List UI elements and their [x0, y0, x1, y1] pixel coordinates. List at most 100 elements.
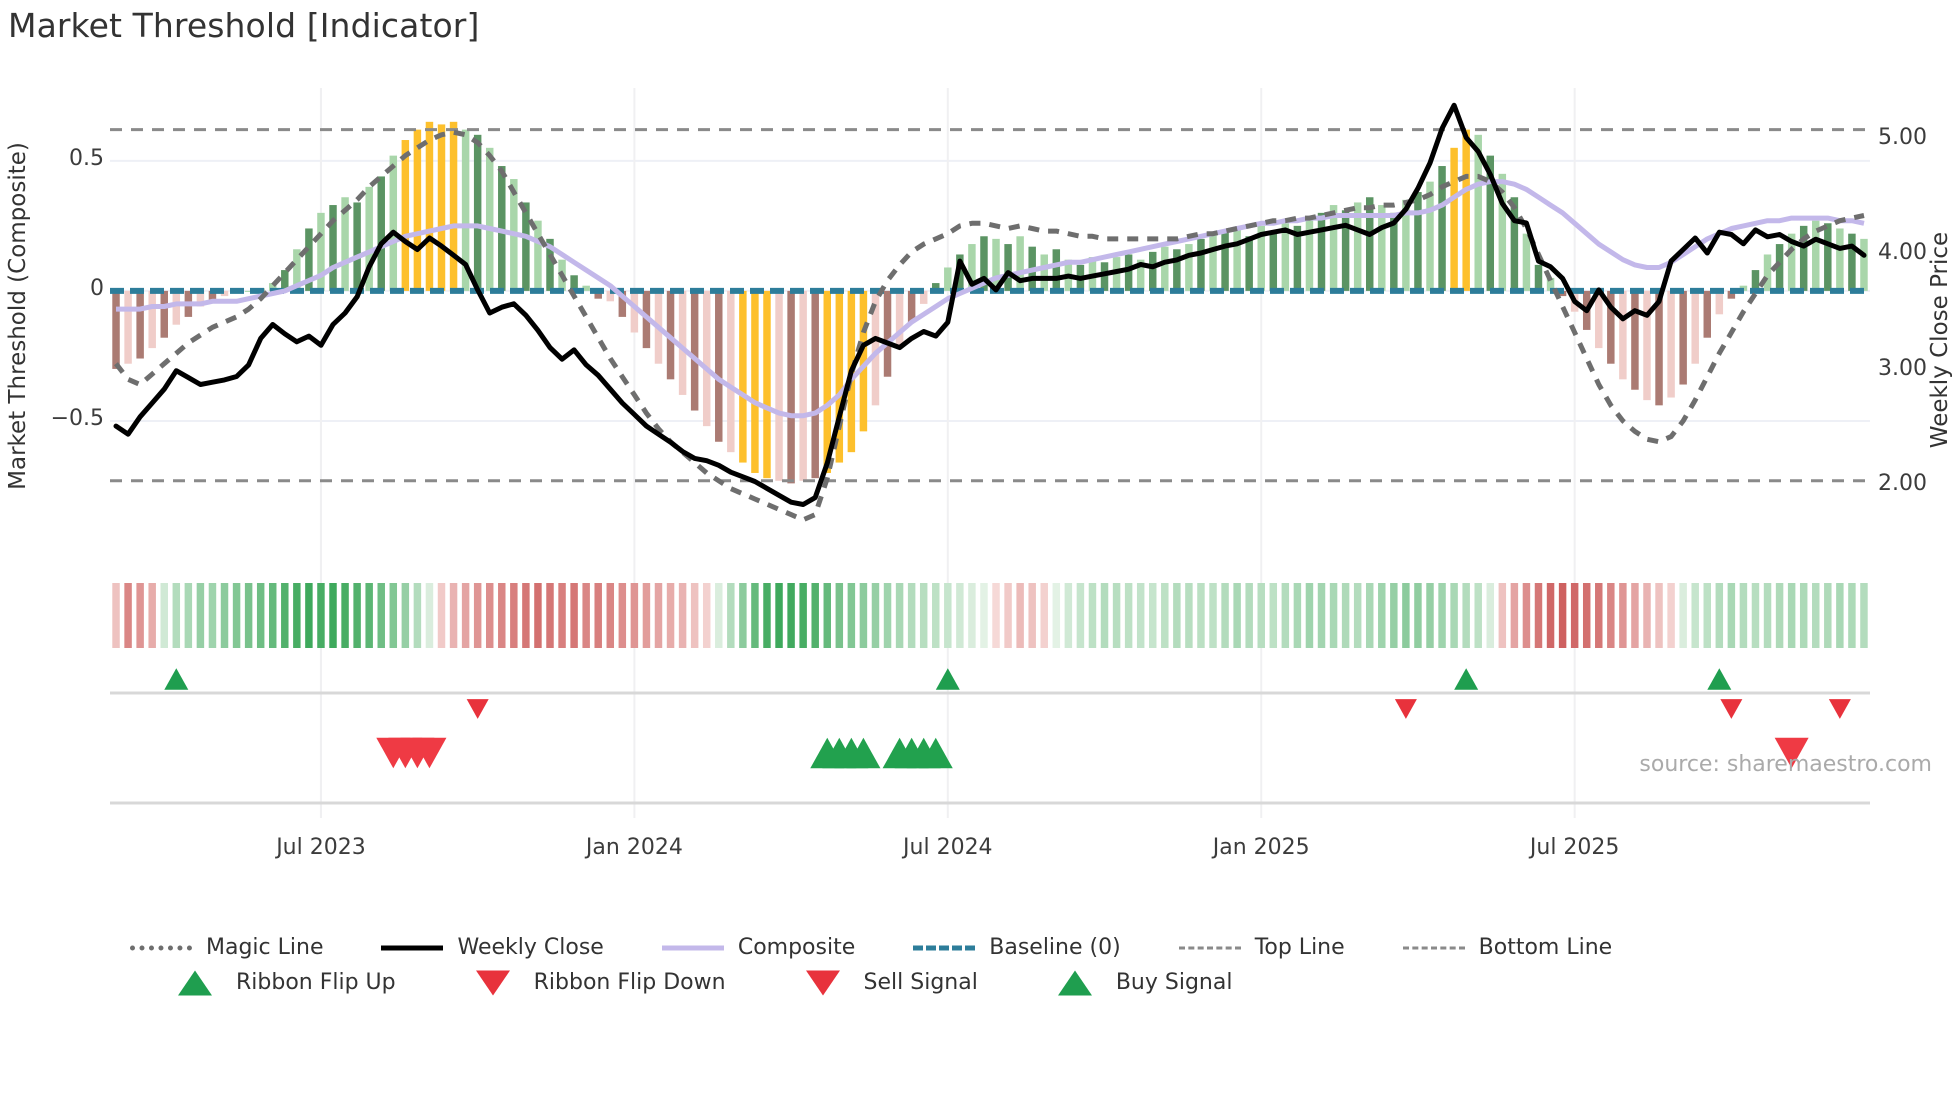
- histogram-bar: [1824, 223, 1832, 291]
- ribbon-cell: [184, 583, 193, 648]
- histogram-bar: [498, 166, 506, 291]
- histogram-bar: [1209, 233, 1217, 291]
- y-tick-right: 3.00: [1878, 355, 1927, 381]
- ribbon-flip-up-marker[interactable]: [164, 668, 189, 690]
- ribbon-cell: [305, 583, 313, 648]
- histogram-bar: [473, 134, 482, 291]
- ribbon-cell: [1703, 583, 1711, 648]
- ribbon-cell: [1197, 583, 1205, 648]
- ribbon-cell: [232, 583, 241, 648]
- ribbon-cell: [1775, 583, 1784, 648]
- histogram-bar: [1305, 218, 1314, 291]
- ribbon-cell: [956, 583, 964, 648]
- histogram-bar: [1402, 199, 1410, 291]
- ribbon-cell: [1546, 583, 1555, 648]
- ribbon-flip-down-marker[interactable]: [1394, 699, 1417, 719]
- histogram-bar: [968, 244, 976, 291]
- histogram-bar: [1799, 225, 1808, 291]
- chart-plot-area[interactable]: [110, 88, 1870, 818]
- ribbon-cell: [389, 583, 398, 648]
- ribbon-flip-down-marker[interactable]: [1720, 699, 1743, 719]
- legend-item[interactable]: Ribbon Flip Up: [160, 970, 396, 995]
- histogram-bar: [269, 283, 277, 291]
- ribbon-cell: [1595, 583, 1603, 648]
- ribbon-cell: [1112, 583, 1121, 648]
- ribbon-cell: [1040, 583, 1048, 648]
- ribbon-cell: [1305, 583, 1314, 648]
- legend-item[interactable]: Weekly Close: [381, 935, 604, 960]
- sell-signal-marker[interactable]: [1774, 737, 1809, 769]
- buy-signal-marker[interactable]: [918, 737, 953, 769]
- ribbon-flip-down-marker[interactable]: [466, 699, 489, 719]
- legend-item[interactable]: Sell Signal: [788, 970, 978, 995]
- ribbon-cell: [1414, 583, 1422, 648]
- histogram-bar: [787, 290, 795, 484]
- histogram-bar: [449, 121, 458, 291]
- histogram-bar: [353, 202, 361, 291]
- buy-signal-marker[interactable]: [846, 737, 881, 769]
- ribbon-cell: [1100, 583, 1109, 648]
- histogram-bar: [618, 290, 627, 317]
- source-attribution: source: sharemaestro.com: [1639, 752, 1932, 777]
- y-tick-left: 0: [90, 275, 104, 301]
- ribbon-cell: [594, 583, 602, 648]
- histogram-bar: [739, 290, 747, 463]
- histogram-bar: [751, 290, 759, 473]
- histogram-bar: [1341, 210, 1350, 291]
- ribbon-cell: [823, 583, 831, 648]
- x-tick-label: Jan 2025: [1212, 835, 1310, 860]
- sell-signal-marker[interactable]: [412, 737, 447, 769]
- ribbon-cell: [1221, 583, 1229, 648]
- histogram-bar: [715, 290, 723, 442]
- histogram-bar: [244, 290, 253, 292]
- histogram-bar: [1848, 233, 1856, 291]
- histogram-bar: [871, 290, 880, 406]
- histogram-bar: [1390, 212, 1398, 291]
- histogram-bar: [377, 176, 385, 291]
- histogram-bar: [1257, 225, 1265, 291]
- ribbon-cell: [871, 583, 880, 648]
- ribbon-flip-up-marker[interactable]: [1707, 668, 1732, 690]
- solid-line-icon: [381, 938, 444, 958]
- legend-item[interactable]: Ribbon Flip Down: [458, 970, 726, 995]
- histogram-bar: [1751, 270, 1760, 291]
- x-tick-label: Jul 2025: [1529, 835, 1620, 860]
- ribbon-cell: [1486, 583, 1495, 648]
- ribbon-cell: [1353, 583, 1362, 648]
- histogram-bar: [582, 285, 590, 291]
- histogram-bar: [413, 129, 422, 291]
- ribbon-cell: [666, 583, 675, 648]
- dashed-line-icon: [913, 938, 976, 958]
- ribbon-cell: [281, 583, 289, 648]
- legend-item[interactable]: Bottom Line: [1402, 935, 1613, 960]
- legend-label: Bottom Line: [1478, 935, 1613, 960]
- histogram-bar: [1329, 205, 1338, 291]
- y-tick-right: 2.00: [1878, 471, 1927, 497]
- ribbon-flip-down-marker[interactable]: [1828, 699, 1851, 719]
- ribbon-cell: [341, 583, 349, 648]
- ribbon-cell: [461, 583, 470, 648]
- legend-item[interactable]: Magic Line: [130, 935, 323, 960]
- legend-item[interactable]: Buy Signal: [1040, 970, 1232, 995]
- ribbon-cell: [1498, 583, 1507, 648]
- ribbon-cell: [1185, 583, 1193, 648]
- ribbon-cell: [895, 583, 904, 648]
- legend-item[interactable]: Baseline (0): [913, 935, 1121, 960]
- histogram-bar: [1607, 290, 1615, 364]
- histogram-bar: [883, 290, 892, 377]
- histogram-bar: [1173, 249, 1181, 291]
- ribbon-cell: [702, 583, 711, 648]
- histogram-bar: [702, 290, 711, 427]
- ribbon-cell: [1607, 583, 1615, 648]
- legend-item[interactable]: Top Line: [1178, 935, 1345, 960]
- ribbon-flip-up-marker[interactable]: [1454, 668, 1479, 690]
- ribbon-cell: [172, 583, 181, 648]
- histogram-bar: [919, 290, 928, 304]
- ribbon-flip-up-marker[interactable]: [935, 668, 960, 690]
- legend-item[interactable]: Composite: [661, 935, 855, 960]
- ribbon-cell: [859, 583, 868, 648]
- histogram-bar: [1136, 259, 1145, 291]
- histogram-bar: [293, 249, 301, 291]
- ribbon-cell: [1510, 583, 1519, 648]
- ribbon-cell: [1124, 583, 1133, 648]
